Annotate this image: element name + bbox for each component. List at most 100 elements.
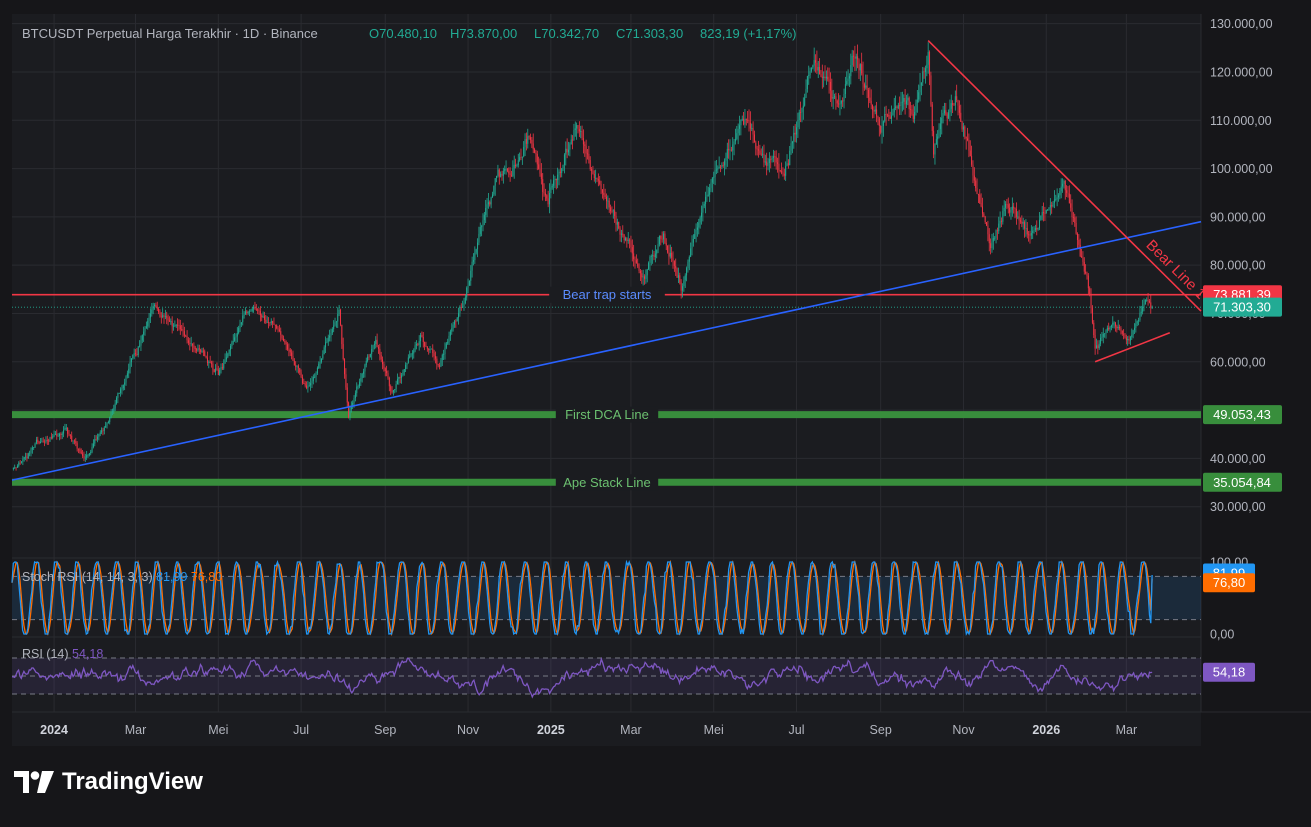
candle bbox=[569, 142, 571, 157]
candle-body bbox=[1063, 180, 1065, 184]
candle bbox=[915, 99, 917, 116]
price-axis[interactable]: 130.000,00120.000,00110.000,00100.000,00… bbox=[1210, 17, 1273, 514]
candle-body bbox=[433, 353, 435, 357]
value-tag-text: 76,80 bbox=[1213, 575, 1246, 590]
candle bbox=[135, 349, 137, 357]
tradingview-logo-icon bbox=[14, 771, 54, 793]
candle bbox=[535, 149, 537, 163]
candle-body bbox=[1132, 330, 1134, 335]
candle bbox=[1120, 326, 1122, 335]
candle-body bbox=[79, 448, 81, 452]
candle-body bbox=[623, 234, 625, 241]
candle bbox=[57, 433, 59, 437]
candle-body bbox=[318, 363, 320, 368]
candle bbox=[422, 332, 424, 348]
candle-body bbox=[644, 276, 646, 279]
candle bbox=[228, 349, 230, 356]
candle-body bbox=[160, 316, 162, 318]
candle-body bbox=[224, 359, 226, 364]
candle-body bbox=[794, 132, 796, 135]
candle bbox=[994, 236, 996, 241]
candle-body bbox=[551, 185, 553, 188]
candle-body bbox=[491, 194, 493, 198]
rsi-value-tag: 54,18 bbox=[1203, 662, 1255, 682]
candle bbox=[709, 183, 711, 203]
candle bbox=[236, 327, 238, 343]
candle-body bbox=[842, 100, 844, 102]
candle bbox=[149, 308, 151, 323]
candle bbox=[988, 228, 990, 252]
candle bbox=[140, 335, 142, 351]
candle-body bbox=[1121, 330, 1123, 334]
candle bbox=[139, 340, 141, 348]
candle-body bbox=[98, 434, 100, 437]
candle bbox=[960, 104, 962, 122]
candle bbox=[398, 376, 400, 385]
candle bbox=[694, 228, 696, 240]
candle bbox=[1045, 209, 1047, 214]
candle-body bbox=[585, 146, 587, 154]
candle bbox=[739, 115, 741, 136]
candle-body bbox=[468, 280, 470, 286]
candle bbox=[130, 358, 132, 367]
candle bbox=[796, 121, 798, 143]
tradingview-logo[interactable]: TradingView bbox=[14, 768, 203, 796]
time-axis[interactable]: 2024 Mar Mei Jul Sep Nov 2025 Mar Mei Jul Sep Nov 20… bbox=[40, 723, 1137, 737]
candle-body bbox=[41, 441, 43, 443]
candle bbox=[73, 439, 75, 445]
candle bbox=[487, 193, 489, 209]
candle bbox=[551, 183, 553, 190]
candle-body bbox=[262, 316, 264, 318]
candle bbox=[578, 121, 580, 137]
candle-body bbox=[743, 118, 745, 125]
candle bbox=[287, 342, 289, 351]
candle bbox=[377, 344, 379, 354]
candle-body bbox=[726, 148, 728, 158]
candle bbox=[1013, 202, 1015, 214]
candle bbox=[56, 429, 58, 440]
candle bbox=[524, 133, 526, 156]
candle-body bbox=[63, 430, 65, 434]
candle bbox=[763, 144, 765, 168]
candle-body bbox=[489, 202, 491, 205]
candle-body bbox=[715, 169, 717, 171]
candle bbox=[170, 318, 172, 325]
candle-body bbox=[428, 348, 430, 351]
candle-body bbox=[257, 309, 259, 311]
candle bbox=[629, 238, 631, 249]
candle-body bbox=[819, 67, 821, 75]
candle bbox=[949, 99, 951, 122]
candle-body bbox=[479, 227, 481, 234]
candle bbox=[650, 254, 652, 266]
candle bbox=[456, 316, 458, 322]
candle bbox=[413, 348, 415, 359]
candle-body bbox=[808, 74, 810, 77]
candle-body bbox=[891, 115, 893, 119]
candle bbox=[292, 350, 294, 362]
candle bbox=[1024, 220, 1026, 238]
candle-body bbox=[962, 126, 964, 130]
candle bbox=[817, 60, 819, 79]
candle bbox=[338, 304, 340, 317]
candle-body bbox=[555, 178, 557, 181]
candle-body bbox=[846, 81, 848, 85]
candle-body bbox=[924, 68, 926, 72]
candle-body bbox=[270, 321, 272, 324]
candle-body bbox=[101, 430, 103, 433]
candle-body bbox=[994, 237, 996, 239]
candle-body bbox=[372, 345, 374, 350]
candle-body bbox=[354, 393, 356, 398]
candle bbox=[619, 226, 621, 242]
candle-body bbox=[796, 127, 798, 135]
candle bbox=[326, 338, 328, 344]
candle bbox=[965, 136, 967, 150]
candle bbox=[1025, 219, 1027, 237]
candle bbox=[1066, 185, 1068, 198]
candle-body bbox=[550, 187, 552, 194]
candle bbox=[783, 168, 785, 180]
candle-body bbox=[1010, 209, 1012, 213]
